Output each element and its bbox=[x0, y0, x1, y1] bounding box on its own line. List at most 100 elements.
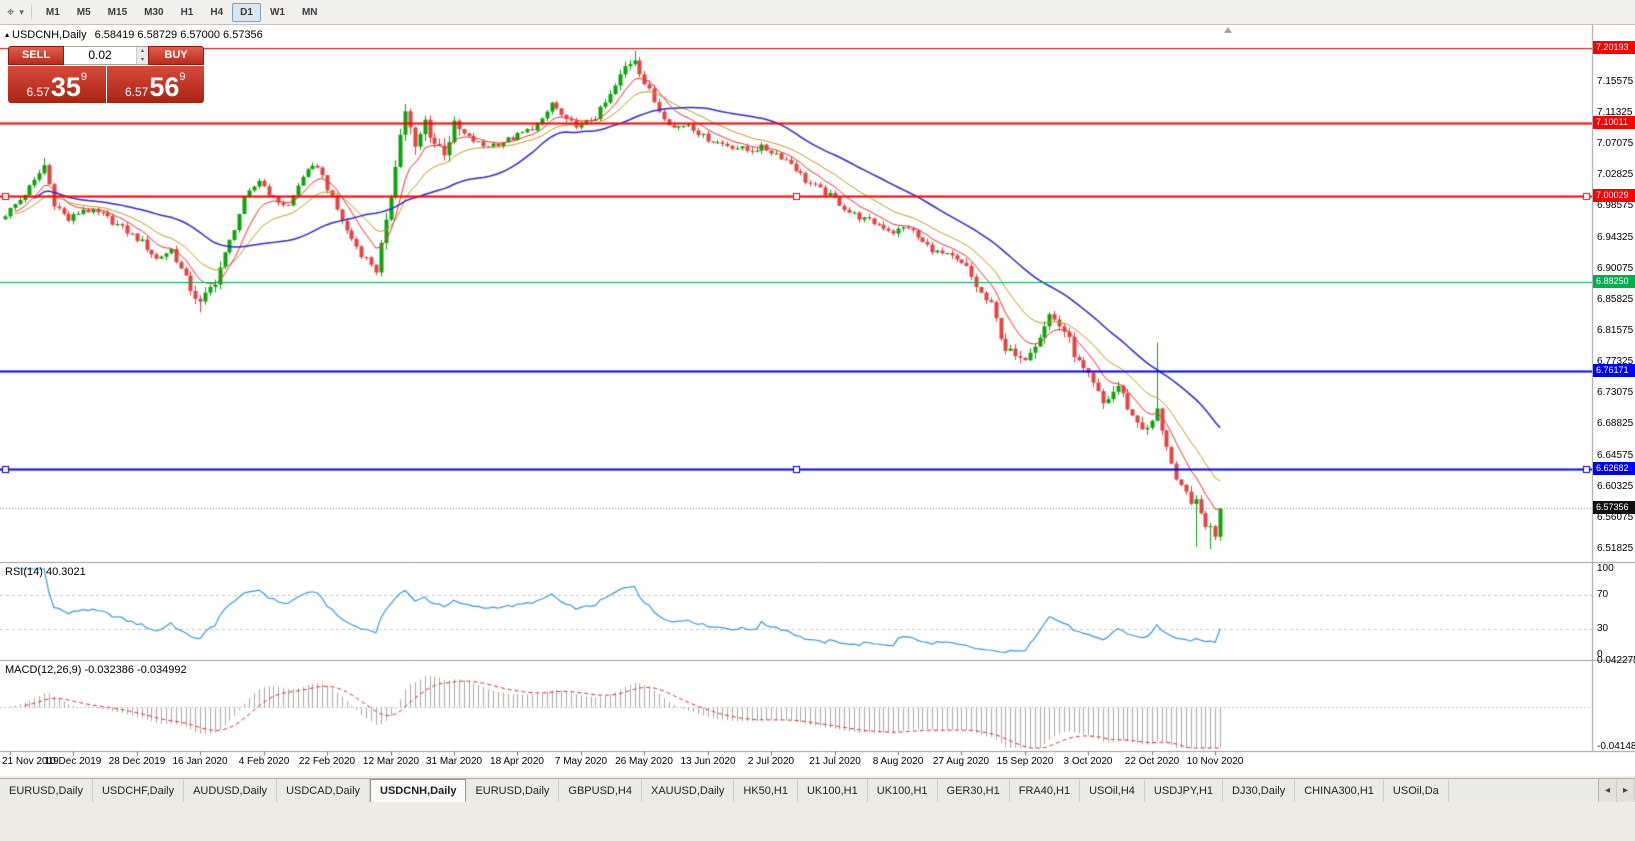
rsi-axis-label: 100 bbox=[1597, 563, 1614, 574]
price-axis-tick: 6.64575 bbox=[1597, 450, 1634, 461]
price-axis-tick: 7.15575 bbox=[1597, 76, 1634, 87]
date-label: 16 Jan 2020 bbox=[172, 756, 228, 767]
tabs-scroll-left-button[interactable]: ◂ bbox=[1599, 779, 1617, 802]
chart-tab[interactable]: DJ30,Daily bbox=[1223, 779, 1296, 802]
date-label: 22 Feb 2020 bbox=[298, 756, 356, 767]
chart-tab[interactable]: GER30,H1 bbox=[938, 779, 1010, 802]
timeframe-button-m1[interactable]: M1 bbox=[45, 6, 60, 18]
price-axis-tick: 6.98575 bbox=[1597, 200, 1634, 211]
chart-tab[interactable]: USDCNH,Daily bbox=[370, 779, 467, 802]
timeframe-button-m15[interactable]: M15 bbox=[107, 6, 128, 18]
chart-symbol-label: USDCNH,Daily bbox=[12, 29, 87, 41]
rsi-axis-label: 70 bbox=[1597, 589, 1609, 600]
timeframe-button-m5[interactable]: M5 bbox=[76, 6, 91, 18]
price-axis-tick: 6.68825 bbox=[1597, 418, 1634, 429]
price-axis-tick: 6.81575 bbox=[1597, 325, 1634, 336]
date-label: 4 Feb 2020 bbox=[238, 756, 290, 767]
timeframe-button-w1[interactable]: W1 bbox=[269, 6, 285, 18]
chart-ohlc-values: 6.58419 6.58729 6.57000 6.57356 bbox=[94, 29, 263, 41]
volume-spinner: ▴ ▾ bbox=[136, 47, 148, 64]
chart-tab[interactable]: USOil,Da bbox=[1384, 779, 1449, 802]
price-axis-tick: 6.56075 bbox=[1597, 512, 1634, 523]
date-label: 22 Oct 2020 bbox=[1124, 756, 1180, 767]
date-label: 2 Jul 2020 bbox=[747, 756, 795, 767]
volume-increase-button[interactable]: ▴ bbox=[137, 47, 148, 56]
date-label: 10 Dec 2019 bbox=[44, 756, 102, 767]
rsi-axis-label: 30 bbox=[1597, 623, 1609, 634]
price-axis-tick: 6.73075 bbox=[1597, 387, 1634, 398]
one-click-trading-panel: SELL 0.02 ▴ ▾ BUY 6.57 35 9 6.57 56 9 bbox=[8, 46, 204, 103]
sell-price-point: 9 bbox=[80, 71, 88, 83]
volume-input[interactable]: 0.02 bbox=[88, 48, 112, 62]
toolbar-dropdown-icon[interactable]: ▾ bbox=[19, 6, 24, 17]
date-label: 26 May 2020 bbox=[615, 756, 673, 767]
buy-price-point: 9 bbox=[179, 71, 186, 83]
sell-price-pips: 35 bbox=[50, 72, 81, 102]
chart-collapse-icon[interactable]: ▴ bbox=[5, 30, 10, 39]
price-level-tag: 6.62682 bbox=[1593, 462, 1635, 475]
date-label: 12 Mar 2020 bbox=[362, 756, 420, 767]
chart-tab[interactable]: AUDUSD,Daily bbox=[184, 779, 278, 802]
price-axis-tick: 6.51825 bbox=[1597, 543, 1634, 554]
rsi-indicator-label: RSI(14) 40.3021 bbox=[5, 566, 86, 578]
date-label: 3 Oct 2020 bbox=[1063, 756, 1113, 767]
chart-cursor-icon[interactable]: ⌖ bbox=[7, 4, 15, 19]
chart-tab[interactable]: USDCAD,Daily bbox=[277, 779, 371, 802]
chart-tab[interactable]: USOil,H4 bbox=[1080, 779, 1145, 802]
price-axis-tick: 7.02825 bbox=[1597, 169, 1634, 180]
chart-tab[interactable]: UK100,H1 bbox=[868, 779, 938, 802]
date-label: 21 Jul 2020 bbox=[809, 756, 861, 767]
buy-button[interactable]: BUY bbox=[148, 46, 204, 65]
chart-tab[interactable]: EURUSD,Daily bbox=[466, 779, 560, 802]
macd-indicator-label: MACD(12,26,9) -0.032386 -0.034992 bbox=[5, 664, 187, 676]
timeframe-bar: M1 M5 M15 M30 H1 H4 D1 W1 MN bbox=[38, 2, 326, 22]
current-price-tag: 6.57356 bbox=[1593, 501, 1635, 514]
volume-field: 0.02 ▴ ▾ bbox=[64, 46, 148, 65]
sell-button[interactable]: SELL bbox=[8, 46, 64, 65]
chart-tab[interactable]: FRA40,H1 bbox=[1010, 779, 1081, 802]
price-level-tag: 7.10011 bbox=[1593, 116, 1635, 129]
rsi-axis-label: 0 bbox=[1597, 649, 1603, 660]
timeframe-button-d1[interactable]: D1 bbox=[232, 2, 261, 22]
date-label: 15 Sep 2020 bbox=[996, 756, 1054, 767]
timeframe-button-h4[interactable]: H4 bbox=[210, 6, 224, 18]
tabs-scroll-right-button[interactable]: ▸ bbox=[1617, 779, 1635, 802]
chart-tab[interactable]: XAUUSD,Daily bbox=[642, 779, 735, 802]
timeframe-button-mn[interactable]: MN bbox=[301, 6, 318, 18]
chart-tab[interactable]: CHINA300,H1 bbox=[1295, 779, 1384, 802]
timeframe-button-h1[interactable]: H1 bbox=[180, 6, 194, 18]
chart-title: ▴ USDCNH,Daily 6.58419 6.58729 6.57000 6.5… bbox=[5, 29, 263, 41]
price-axis-tick: 7.11325 bbox=[1597, 107, 1633, 118]
tab-scroll-arrows: ◂ ▸ bbox=[1598, 779, 1635, 802]
volume-decrease-button[interactable]: ▾ bbox=[137, 55, 148, 64]
chart-tabs: EURUSD,Daily USDCHF,Daily AUDUSD,Daily USDC… bbox=[0, 779, 1598, 802]
macd-axis-min: -0.04148 bbox=[1597, 741, 1635, 752]
price-axis-tick: 6.90075 bbox=[1597, 263, 1634, 274]
price-axis-tick: 6.85825 bbox=[1597, 294, 1634, 305]
timeframe-button-m30[interactable]: M30 bbox=[144, 6, 164, 18]
chart-tab[interactable]: HK50,H1 bbox=[734, 779, 798, 802]
price-axis-tick: 7.07075 bbox=[1597, 138, 1634, 149]
price-level-tag: 6.76171 bbox=[1593, 364, 1635, 377]
price-level-tag: 6.88250 bbox=[1593, 275, 1635, 288]
chart-tab[interactable]: EURUSD,Daily bbox=[0, 779, 93, 802]
buy-price-pips: 56 bbox=[149, 72, 180, 102]
date-label: 18 Apr 2020 bbox=[490, 756, 544, 767]
date-label: 21 Nov 2019 bbox=[2, 756, 59, 767]
chart-tab[interactable]: USDCHF,Daily bbox=[93, 779, 185, 802]
chart-tab[interactable]: USDJPY,H1 bbox=[1145, 779, 1224, 802]
price-axis-tick: 6.94325 bbox=[1597, 232, 1634, 243]
date-label: 28 Dec 2019 bbox=[108, 756, 166, 767]
chart-tab[interactable]: UK100,H1 bbox=[798, 779, 868, 802]
chart-tab-bar: EURUSD,Daily USDCHF,Daily AUDUSD,Daily USDC… bbox=[0, 778, 1635, 802]
date-label: 13 Jun 2020 bbox=[680, 756, 736, 767]
buy-price-prefix: 6.57 bbox=[124, 85, 149, 99]
price-level-tag: 7.00029 bbox=[1593, 189, 1635, 202]
buy-price-display[interactable]: 6.57 56 9 bbox=[106, 66, 204, 103]
date-label: 10 Nov 2020 bbox=[1186, 756, 1244, 767]
date-label: 31 Mar 2020 bbox=[425, 756, 483, 767]
sell-price-display[interactable]: 6.57 35 9 bbox=[8, 66, 106, 103]
chart-tab[interactable]: GBPUSD,H4 bbox=[559, 779, 642, 802]
